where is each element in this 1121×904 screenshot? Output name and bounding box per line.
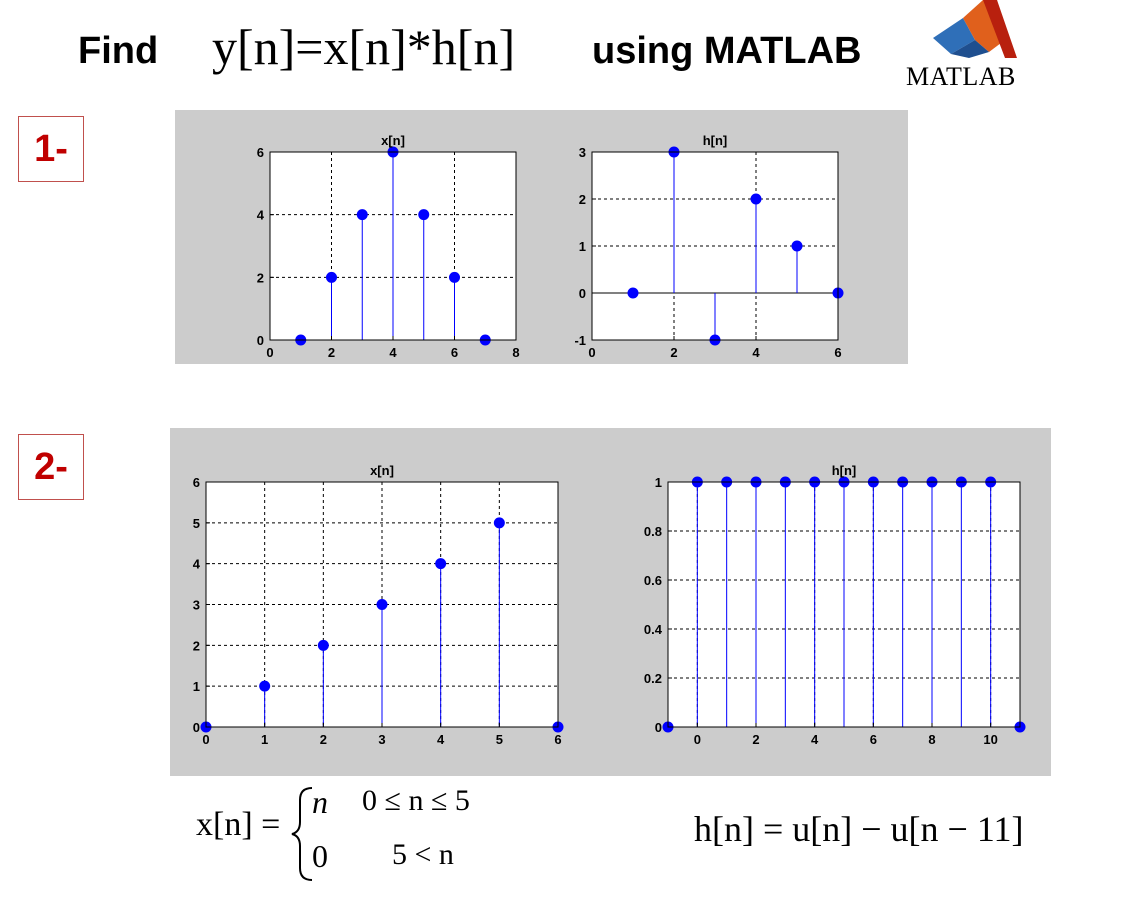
stem-marker <box>449 271 460 283</box>
y-tick-label: 1 <box>655 475 662 490</box>
x-tick-label: 5 <box>496 732 503 747</box>
stem-marker <box>791 240 803 252</box>
x-tick-label: 8 <box>512 345 519 360</box>
section-1-badge: 1- <box>18 116 84 182</box>
stem-marker <box>326 271 337 283</box>
y-tick-label: 6 <box>193 475 200 490</box>
x-tick-label: 2 <box>328 345 335 360</box>
matlab-logo-text: MATLAB <box>906 62 1016 91</box>
y-tick-label: 2 <box>257 270 264 285</box>
chart-title: h[n] <box>703 133 728 148</box>
find-label: Find <box>78 30 159 72</box>
stem-marker <box>435 558 447 570</box>
matlab-logo-icon <box>933 0 1017 58</box>
chart-title: x[n] <box>381 133 405 148</box>
x-case1-expr: n <box>312 784 328 820</box>
using-matlab-label: using MATLAB <box>592 30 862 72</box>
x-tick-label: 4 <box>437 732 445 747</box>
stem-marker <box>493 517 505 529</box>
y-tick-label: 0.6 <box>644 573 662 588</box>
x-tick-label: 6 <box>554 732 561 747</box>
y-tick-label: 2 <box>579 192 586 207</box>
x-tick-label: 10 <box>983 732 997 747</box>
y-tick-label: 0 <box>193 720 200 735</box>
y-tick-label: -1 <box>574 333 586 348</box>
stem-marker <box>418 209 430 221</box>
x-tick-label: 6 <box>834 345 841 360</box>
x-tick-label: 4 <box>811 732 819 747</box>
x-case1-cond: 0 ≤ n ≤ 5 <box>362 784 470 817</box>
x-tick-label: 2 <box>320 732 327 747</box>
y-tick-label: 0.2 <box>644 671 662 686</box>
stem-marker <box>750 193 762 205</box>
x-tick-label: 8 <box>928 732 935 747</box>
y-tick-label: 0 <box>579 286 586 301</box>
y-tick-label: 3 <box>193 598 200 613</box>
stem-marker <box>627 287 639 299</box>
y-tick-label: 1 <box>579 239 586 254</box>
stem-marker <box>259 680 271 692</box>
x-tick-label: 4 <box>389 345 397 360</box>
y-tick-label: 0.4 <box>644 622 663 637</box>
h-def: h[n] = u[n] − u[n − 11] <box>694 809 1024 849</box>
y-tick-label: 4 <box>257 208 265 223</box>
x-case2-cond: 5 < n <box>392 838 454 871</box>
stem-marker <box>376 599 388 610</box>
x-tick-label: 0 <box>694 732 701 747</box>
y-tick-label: 1 <box>193 679 200 694</box>
x-tick-label: 6 <box>451 345 458 360</box>
y-tick-label: 5 <box>193 516 200 531</box>
y-tick-label: 6 <box>257 145 264 160</box>
x-case2-expr: 0 <box>312 838 328 874</box>
axes-frame <box>667 481 1021 728</box>
chart-title: h[n] <box>832 463 857 478</box>
chart-title: x[n] <box>370 463 394 478</box>
x-tick-label: 2 <box>670 345 677 360</box>
x-tick-label: 0 <box>588 345 595 360</box>
y-tick-label: 0 <box>655 720 662 735</box>
x-tick-label: 1 <box>261 732 268 747</box>
x-tick-label: 0 <box>266 345 273 360</box>
stem-marker <box>356 209 368 221</box>
convolution-equation: y[n]=x[n]*h[n] <box>212 19 516 75</box>
y-tick-label: 2 <box>193 638 200 653</box>
x-tick-label: 3 <box>378 732 385 747</box>
x-tick-label: 6 <box>870 732 877 747</box>
x-tick-label: 2 <box>752 732 759 747</box>
y-tick-label: 0 <box>257 333 264 348</box>
x-def-lhs: x[n] = <box>196 806 281 843</box>
y-tick-label: 4 <box>193 557 201 572</box>
x-tick-label: 4 <box>752 345 760 360</box>
brace-icon <box>291 787 313 881</box>
stem-marker <box>317 639 329 651</box>
y-tick-label: 3 <box>579 145 586 160</box>
x-tick-label: 0 <box>202 732 209 747</box>
section-2-badge: 2- <box>18 434 84 500</box>
y-tick-label: 0.8 <box>644 524 662 539</box>
